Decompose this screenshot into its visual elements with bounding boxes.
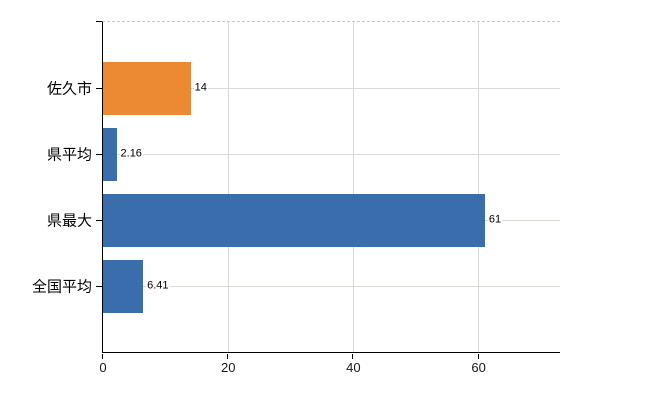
bar-4 <box>103 259 144 313</box>
y-tick-mark <box>96 87 102 89</box>
x-gridline <box>227 22 229 352</box>
category-gridline <box>103 285 560 287</box>
bar-value-label: 2.16 <box>119 147 143 161</box>
x-gridline <box>352 22 354 352</box>
y-tick-mark <box>96 285 102 287</box>
x-gridline <box>478 22 480 352</box>
x-tick-mark <box>477 354 479 359</box>
y-tick-mark <box>96 219 102 221</box>
bar-3 <box>103 193 485 247</box>
bar-1 <box>103 61 191 115</box>
x-tick-label: 0 <box>99 360 107 375</box>
y-tick-mark <box>96 153 102 155</box>
bar-value-label: 6.41 <box>146 279 170 293</box>
x-tick-label: 60 <box>471 360 486 375</box>
x-tick-mark <box>352 354 354 359</box>
category-gridline <box>103 87 560 89</box>
x-tick-label: 20 <box>220 360 236 375</box>
bar-value-label: 14 <box>193 81 208 95</box>
bar-2 <box>103 127 117 181</box>
x-tick-label: 40 <box>346 360 361 375</box>
category-label: 全国平均 <box>31 278 92 296</box>
category-gridline <box>103 153 560 155</box>
category-label: 県平均 <box>46 146 92 164</box>
bar-value-label: 61 <box>487 213 503 227</box>
plot-area: 14 2.16 61 6.41 <box>102 21 560 353</box>
x-tick-mark <box>102 354 103 359</box>
category-label: 佐久市 <box>46 80 92 98</box>
category-label: 県最大 <box>46 212 92 230</box>
y-axis-top-tick <box>96 21 102 22</box>
x-tick-mark <box>227 354 229 359</box>
